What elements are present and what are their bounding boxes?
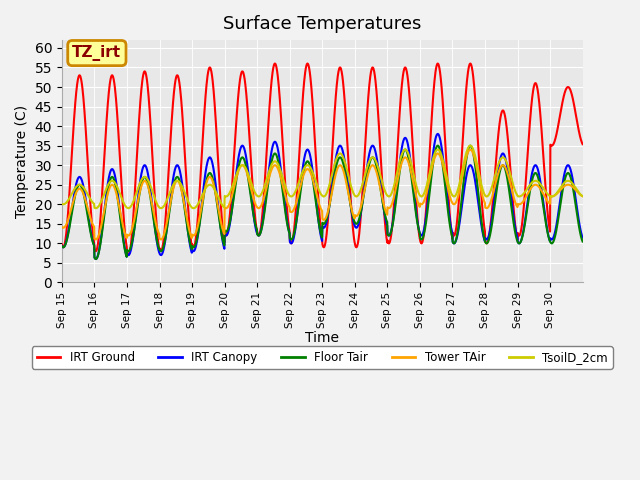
Legend: IRT Ground, IRT Canopy, Floor Tair, Tower TAir, TsoilD_2cm: IRT Ground, IRT Canopy, Floor Tair, Towe… <box>32 346 612 369</box>
X-axis label: Time: Time <box>305 331 339 345</box>
Y-axis label: Temperature (C): Temperature (C) <box>15 105 29 218</box>
Title: Surface Temperatures: Surface Temperatures <box>223 15 422 33</box>
Text: TZ_irt: TZ_irt <box>72 45 122 61</box>
